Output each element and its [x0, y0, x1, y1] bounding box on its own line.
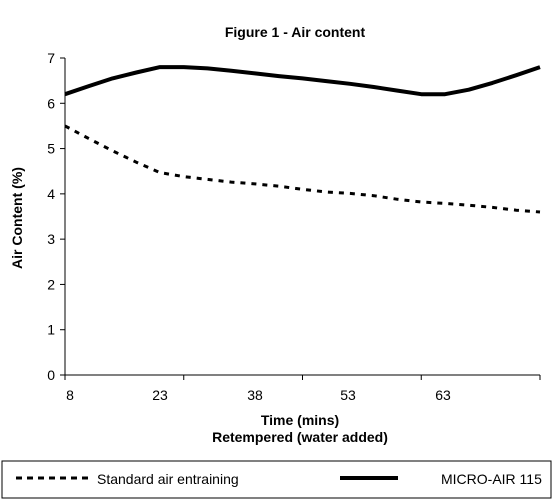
y-tick-label: 7 [47, 50, 55, 66]
y-tick-label: 2 [47, 276, 55, 292]
y-axis-ticks: 0 1 2 3 4 5 6 7 [47, 50, 65, 383]
series-line-standard [64, 124, 541, 214]
legend-label-standard: Standard air entraining [97, 471, 239, 487]
x-tick-label: 8 [66, 387, 74, 403]
legend-box [1, 460, 552, 499]
y-tick-label: 4 [47, 186, 55, 202]
series-line-micro-air [64, 65, 541, 97]
y-axis-label: Air Content (%) [9, 167, 25, 269]
y-tick-label: 6 [47, 95, 55, 111]
chart-title: Figure 1 - Air content [225, 24, 366, 40]
x-tick-label: 23 [152, 387, 168, 403]
series-lines [64, 65, 541, 214]
x-tick-label: 38 [247, 387, 263, 403]
legend: Standard air entraining MICRO-AIR 115 [1, 460, 552, 499]
x-axis-label: Time (mins) [261, 412, 339, 428]
x-axis-ticks: 8 23 38 53 63 [64, 375, 541, 403]
y-tick-label: 3 [47, 231, 55, 247]
x-tick-label: 53 [340, 387, 356, 403]
x-axis-sublabel: Retempered (water added) [212, 429, 388, 445]
legend-label-micro-air: MICRO-AIR 115 [441, 471, 542, 487]
x-tick-label: 63 [435, 387, 451, 403]
y-tick-label: 5 [47, 141, 55, 157]
y-tick-label: 1 [47, 322, 55, 338]
y-tick-label: 0 [47, 367, 55, 383]
